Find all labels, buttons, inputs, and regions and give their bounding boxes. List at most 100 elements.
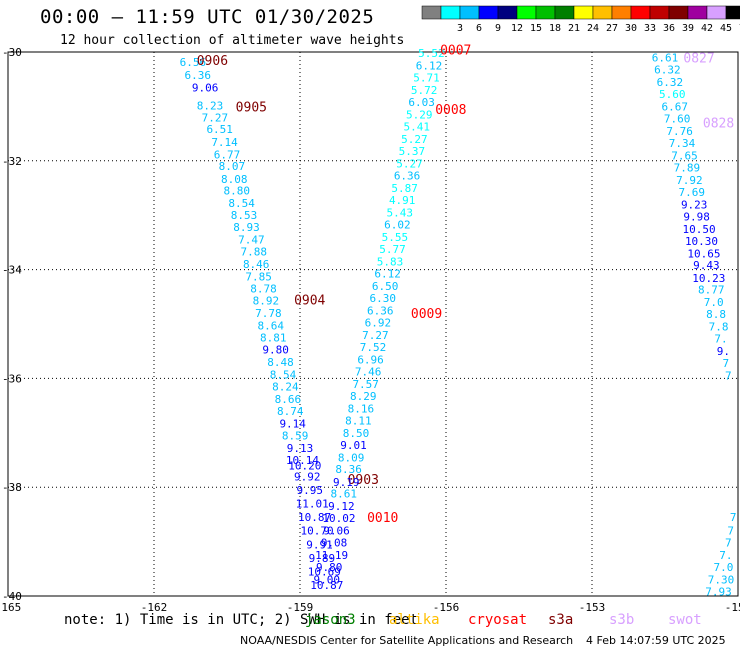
wave-height-label: 7 <box>723 357 730 370</box>
footer-note: note: 1) Time is in UTC; 2) SWH is in fe… <box>64 612 419 628</box>
wave-height-label: 7.69 <box>679 186 706 199</box>
wave-height-label: 6.30 <box>369 292 396 305</box>
colorbar-swatch <box>440 5 461 20</box>
wave-height-label: 5.77 <box>379 243 406 256</box>
y-tick-label: -34 <box>2 264 22 277</box>
colorbar-swatch <box>421 5 442 20</box>
x-tick-label: -153 <box>579 601 606 614</box>
wave-height-label: 5.55 <box>382 231 409 244</box>
colorbar-swatch <box>649 5 670 20</box>
wave-height-label: 10.69 <box>308 566 341 579</box>
colorbar-label: 33 <box>644 23 656 34</box>
wave-height-label: 9.14 <box>279 418 306 431</box>
wave-height-label: 7.88 <box>241 246 268 259</box>
colorbar-swatch <box>611 5 632 20</box>
pass-time-label: 0009 <box>411 307 442 322</box>
colorbar-label: 3 <box>457 23 463 34</box>
wave-height-label: 10.30 <box>685 235 718 248</box>
axes: -165 -162 -159 -156 -153 -150 -30 -32 -34 -36 -38 -… <box>0 46 740 614</box>
x-tick-label: -156 <box>433 601 460 614</box>
wave-height-label: 8.61 <box>331 488 358 501</box>
wave-height-label: 9.01 <box>340 439 367 452</box>
pass-time-label: 0010 <box>367 511 398 526</box>
wave-height-label: 9.89 <box>309 552 336 565</box>
wave-height-label: 6.12 <box>416 60 443 73</box>
wave-height-label: 6.50 <box>372 280 399 293</box>
wave-height-label: 10.50 <box>683 223 716 236</box>
wave-height-label: 6.51 <box>206 123 233 136</box>
wave-height-label: 7.47 <box>238 234 265 247</box>
x-tick-label: -165 <box>0 601 21 614</box>
wave-height-label: 8.59 <box>282 430 309 443</box>
wave-height-label: 8.16 <box>348 402 375 415</box>
wave-height-label: 8.46 <box>243 258 270 271</box>
y-tick-label: -40 <box>2 590 22 603</box>
colorbar-label: 45 <box>720 23 732 34</box>
satellite-legend-s3a: s3a <box>548 612 574 628</box>
x-tick-label: -159 <box>287 601 314 614</box>
satellite-legend-altika: altika <box>389 612 440 628</box>
wave-height-label: 11.01 <box>296 498 329 511</box>
wave-height-label: 5.60 <box>659 88 686 101</box>
wave-height-label: 6.67 <box>661 100 688 113</box>
wave-height-label: 7.78 <box>255 307 282 320</box>
pass-time-label: 0904 <box>294 294 325 309</box>
wave-height-label: 7.46 <box>355 365 382 378</box>
wave-height-label: 6.02 <box>384 218 411 231</box>
wave-height-label: 7.57 <box>352 378 379 391</box>
wave-height-label: 7.0 <box>704 296 724 309</box>
wave-height-label: 7. <box>714 333 727 346</box>
colorbar-label: 18 <box>549 23 561 34</box>
pass-time-label: 0008 <box>435 103 466 118</box>
plot-frame <box>7 51 739 597</box>
colorbar-label: 70 <box>739 23 740 34</box>
wave-height-label: 5.27 <box>401 133 428 146</box>
wave-height-label: 7 <box>725 537 732 550</box>
wave-height-label: 7.0 <box>713 561 733 574</box>
colorbar-swatch <box>668 5 689 20</box>
colorbar: 36912151821242730333639424570(ft) <box>421 5 740 34</box>
wave-height-label: 7.8 <box>709 321 729 334</box>
pass-time-label: 0906 <box>197 54 228 69</box>
wave-height-label: 9.80 <box>316 561 343 574</box>
wave-height-label: 8.08 <box>221 173 248 186</box>
wave-height-label: 7 <box>727 525 734 538</box>
wave-height-label: 8.78 <box>250 283 277 296</box>
wave-height-label: 9.06 <box>323 525 350 538</box>
colorbar-label: 36 <box>663 23 675 34</box>
colorbar-swatch <box>592 5 613 20</box>
y-tick-label: -38 <box>2 481 22 494</box>
wave-height-label: 8.29 <box>350 390 377 403</box>
wave-height-label: 10.87 <box>310 579 343 592</box>
colorbar-swatch <box>478 5 499 20</box>
satellite-legend-jason3: jason3 <box>305 612 356 628</box>
wave-height-label: 7.27 <box>362 329 389 342</box>
wave-height-label: 5.29 <box>406 109 433 122</box>
wave-height-label: 8.36 <box>335 463 362 476</box>
wave-height-label: 6.61 <box>652 51 679 64</box>
y-tick-label: -32 <box>2 155 22 168</box>
wave-height-label: 5.27 <box>396 158 423 171</box>
wave-height-label: 8.66 <box>275 393 302 406</box>
colorbar-label: 24 <box>587 23 599 34</box>
wave-height-label: 10.87 <box>298 511 331 524</box>
wave-height-label: 7.65 <box>671 149 698 162</box>
wave-height-label: 8.77 <box>698 284 725 297</box>
colorbar-swatch <box>497 5 518 20</box>
wave-height-label: 8.8 <box>706 308 726 321</box>
colorbar-label: 39 <box>682 23 694 34</box>
colorbar-label: 27 <box>606 23 618 34</box>
wave-height-label: 9.43 <box>693 259 720 272</box>
wave-height-label: 5.43 <box>387 206 414 219</box>
x-tick-label: -150 <box>725 601 740 614</box>
wave-height-label: 9.06 <box>192 81 219 94</box>
wave-height-label: 8.11 <box>345 414 372 427</box>
wave-height-label: 6.12 <box>374 267 401 280</box>
wave-height-label: 6.96 <box>357 353 384 366</box>
colorbar-label: 6 <box>476 23 482 34</box>
wave-height-label: 9.19 <box>333 476 360 489</box>
wave-height-label: 7 <box>725 370 732 383</box>
wave-height-label: 10.70 <box>300 525 333 538</box>
wave-height-label: 6.32 <box>654 63 681 76</box>
